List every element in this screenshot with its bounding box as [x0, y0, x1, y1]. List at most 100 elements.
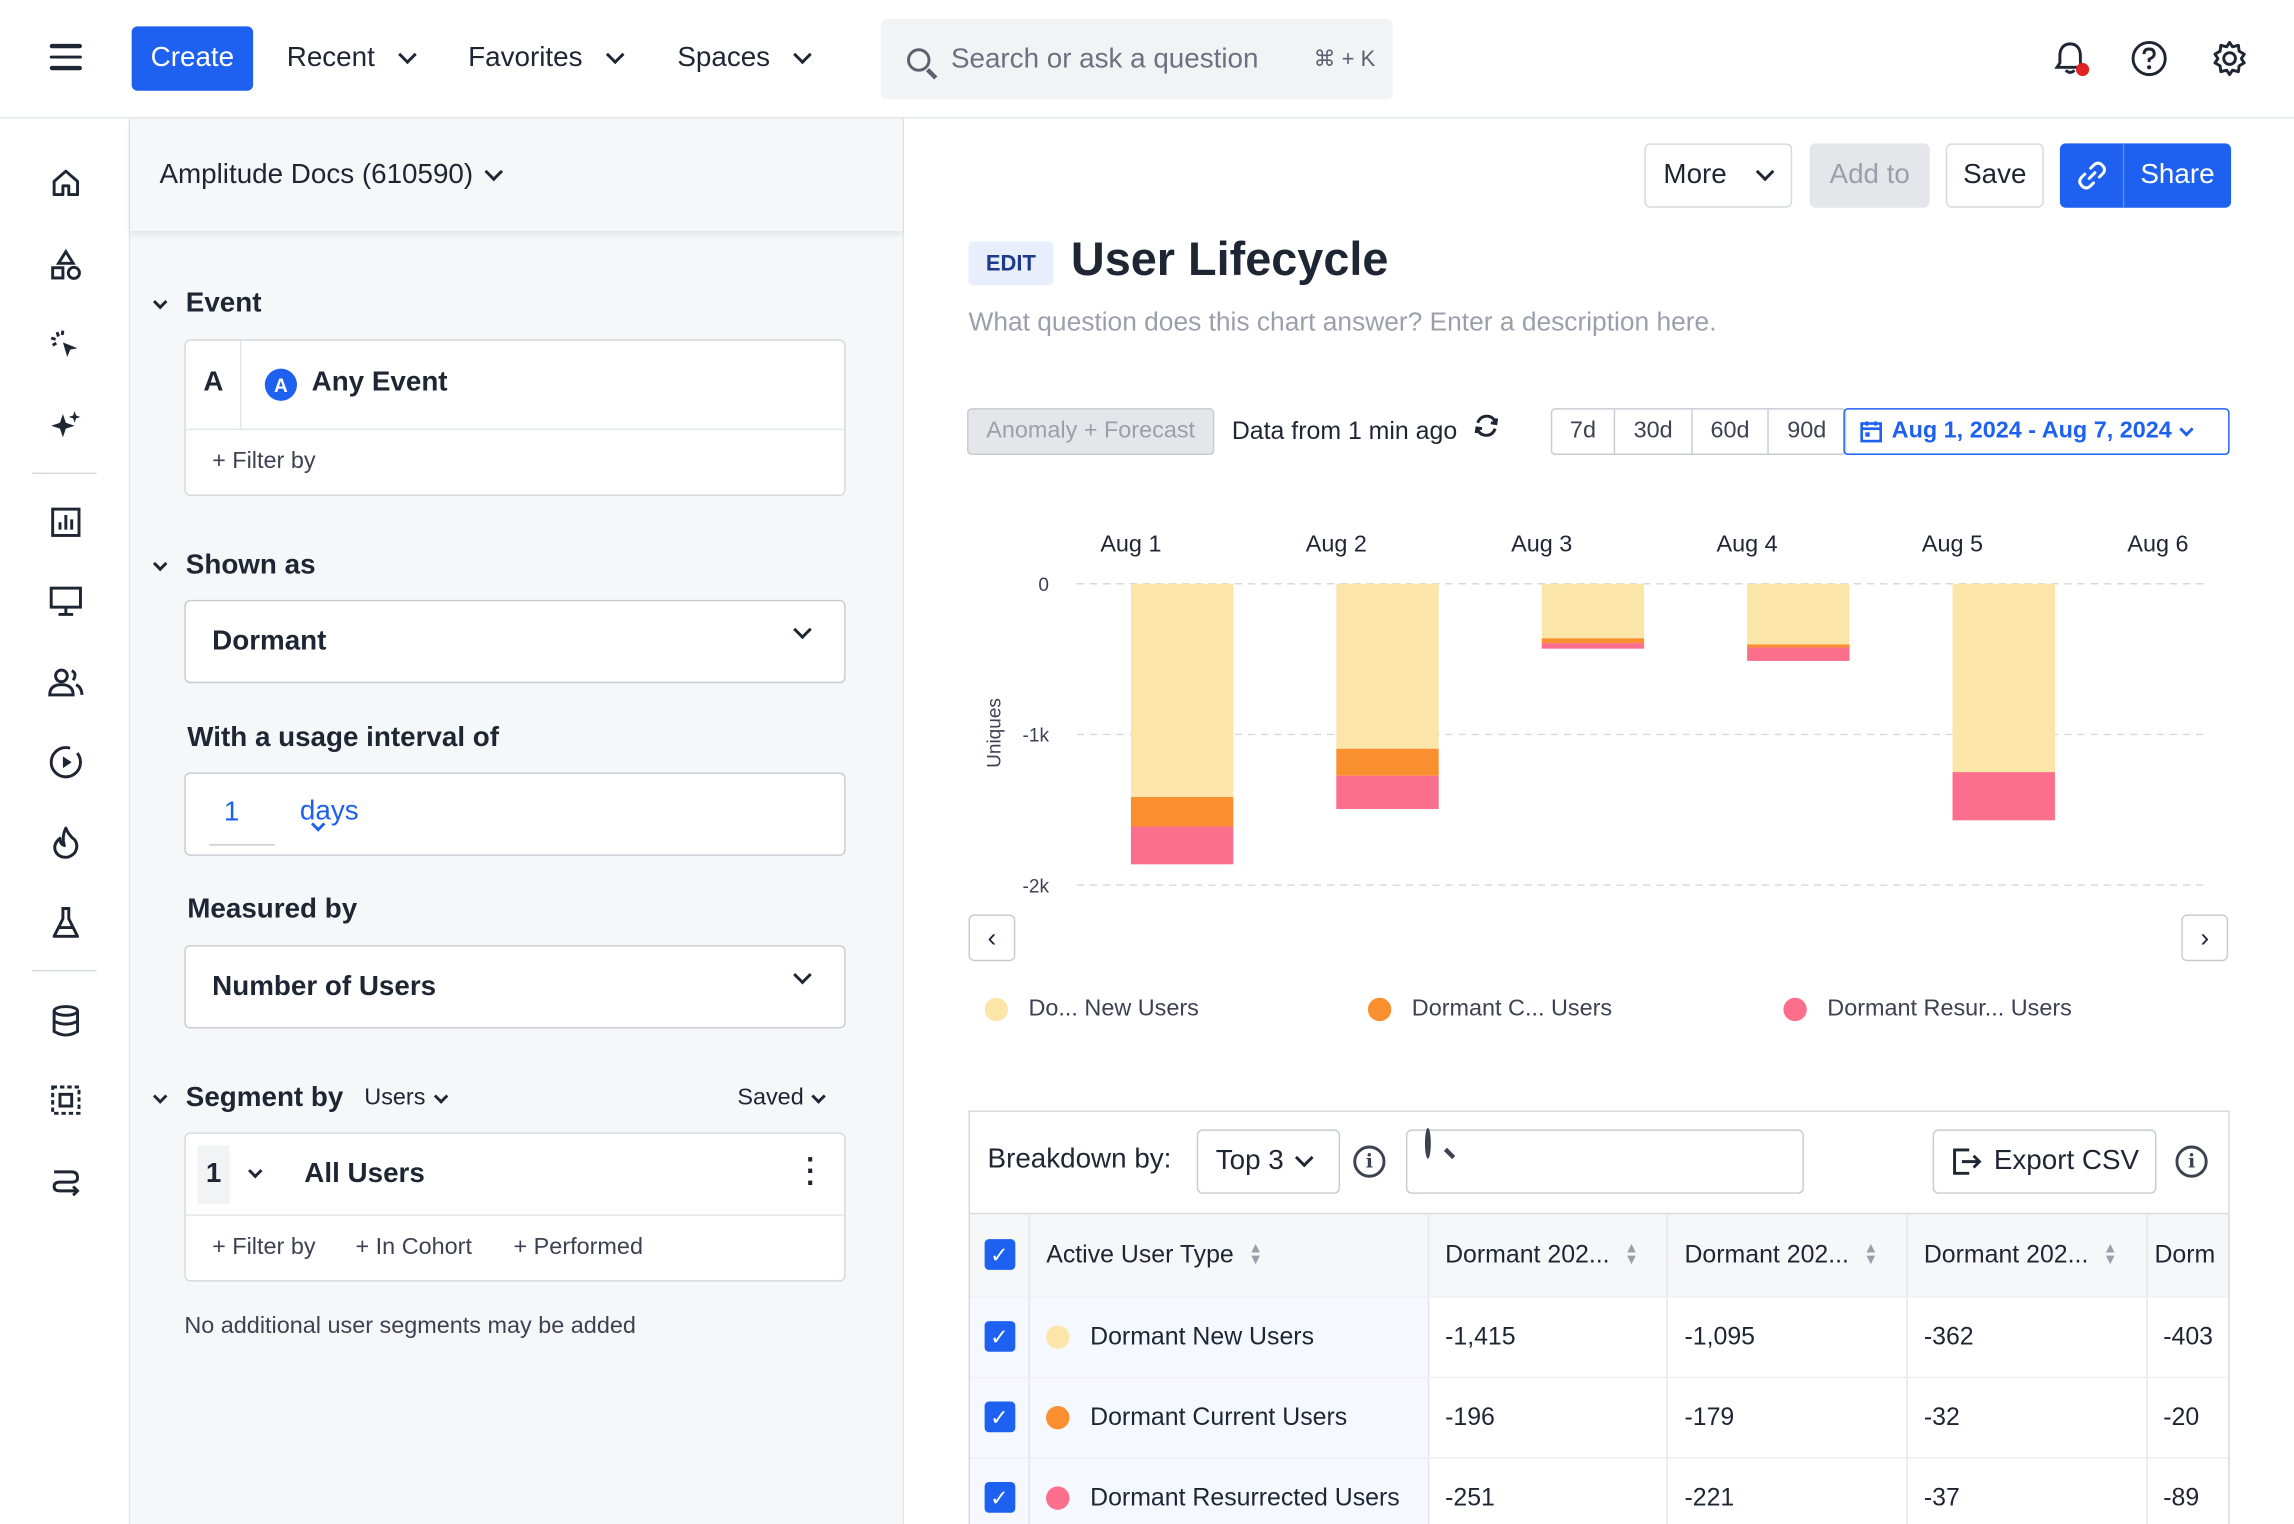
shapes-icon[interactable]	[44, 243, 88, 287]
pointer-click-icon[interactable]	[44, 323, 88, 367]
select-all-checkbox[interactable]: ✓	[969, 1214, 1031, 1297]
legend-swatch-1	[1367, 997, 1392, 1022]
segment-section-title: Segment by	[185, 1082, 344, 1114]
sparkles-icon[interactable]	[44, 404, 88, 448]
chevron-down-icon	[811, 1088, 827, 1104]
segment-type-select[interactable]: Users	[364, 1086, 449, 1112]
create-button[interactable]: Create	[131, 26, 254, 91]
column-header-active-user-type[interactable]: Active User Type ▲ ▼	[1029, 1214, 1429, 1297]
chart-title[interactable]: User Lifecycle	[1070, 232, 1389, 286]
rail-divider	[32, 472, 97, 475]
table-cell: -20	[2146, 1376, 2229, 1458]
range-90d[interactable]: 90d	[1787, 418, 1827, 444]
link-icon[interactable]	[2060, 143, 2125, 208]
anomaly-forecast-button[interactable]: Anomaly + Forecast	[967, 408, 1215, 455]
nav-recent-label: Recent	[286, 42, 375, 74]
range-60d[interactable]: 60d	[1693, 409, 1769, 454]
flame-icon[interactable]	[44, 821, 88, 865]
segment-cohort-link[interactable]: + In Cohort	[355, 1234, 472, 1260]
event-row[interactable]: A A Any Event	[185, 340, 845, 431]
row-checkbox[interactable]: ✓	[969, 1376, 1031, 1458]
usage-interval-number[interactable]: 1	[223, 797, 240, 829]
legend-item[interactable]: Dormant C... Users	[1367, 996, 1613, 1022]
more-button[interactable]: More	[1644, 143, 1793, 208]
bar-chart-icon[interactable]	[44, 500, 88, 544]
column-header-dormant-1[interactable]: Dormant 202... ▲ ▼	[1428, 1214, 1669, 1297]
row-name: Dormant Resurrected Users	[1090, 1482, 1400, 1511]
range-30d[interactable]: 30d	[1615, 409, 1693, 454]
global-search[interactable]: Search or ask a question ⌘ + K	[880, 19, 1393, 100]
edit-badge[interactable]: EDIT	[968, 241, 1054, 286]
database-icon[interactable]	[44, 999, 88, 1043]
project-selector[interactable]: Amplitude Docs (610590)	[130, 118, 903, 233]
bell-icon[interactable]	[2050, 38, 2091, 79]
column-header-dormant-2[interactable]: Dormant 202... ▲ ▼	[1667, 1214, 1908, 1297]
gear-icon[interactable]	[2209, 38, 2250, 79]
event-filter-link[interactable]: + Filter by	[212, 449, 316, 475]
bar-1	[1541, 638, 1645, 644]
row-name: Dormant New Users	[1090, 1321, 1315, 1350]
table-cell: -1,415	[1428, 1296, 1669, 1378]
breakdown-panel: Breakdown by: Top 3 i Export CSV i ✓ Act…	[968, 1110, 2230, 1524]
measured-by-label: Measured by	[187, 893, 358, 925]
help-icon[interactable]	[2129, 38, 2170, 79]
segment-filter-link[interactable]: + Filter by	[212, 1234, 316, 1260]
date-range-picker[interactable]: Aug 1, 2024 - Aug 7, 2024	[1843, 408, 2230, 455]
chevron-down-icon	[1756, 162, 1775, 182]
table-row: ✓ Dormant New Users -1,415 -1,095 -362 -…	[969, 1296, 2229, 1378]
sort-icon: ▲ ▼	[1248, 1241, 1263, 1269]
shown-as-toggle[interactable]: Shown as	[152, 550, 316, 582]
workflow-icon[interactable]	[44, 1159, 88, 1203]
chevron-down-icon[interactable]	[248, 1163, 263, 1179]
table-cell: -1,095	[1667, 1296, 1908, 1378]
info-icon[interactable]: i	[1353, 1145, 1386, 1178]
more-vertical-icon[interactable]: · · ·	[806, 1144, 816, 1200]
measured-by-select[interactable]: Number of Users	[184, 945, 846, 1029]
saved-segments-select[interactable]: Saved	[737, 1086, 827, 1112]
legend-item[interactable]: Do... New Users	[984, 996, 1199, 1022]
chart-prev-button[interactable]: ‹	[968, 914, 1016, 962]
segment-performed-link[interactable]: + Performed	[513, 1234, 643, 1260]
event-section-toggle[interactable]: Event	[152, 288, 262, 320]
breakdown-top-select[interactable]: Top 3	[1196, 1129, 1341, 1194]
x-tick-label: Aug 2	[1306, 531, 1367, 557]
left-rail	[0, 118, 131, 1524]
nav-recent[interactable]: Recent	[286, 26, 418, 90]
selection-icon[interactable]	[44, 1078, 88, 1122]
range-7d[interactable]: 7d	[1552, 409, 1616, 454]
home-icon[interactable]	[44, 161, 88, 205]
row-color-dot	[1046, 1325, 1070, 1349]
event-name: Any Event	[311, 367, 448, 398]
legend-item[interactable]: Dormant Resur... Users	[1783, 996, 2072, 1022]
play-circle-icon[interactable]	[44, 740, 88, 784]
chart-next-button[interactable]: ›	[2181, 914, 2229, 962]
nav-favorites[interactable]: Favorites	[468, 26, 625, 90]
segment-section-toggle[interactable]: Segment by	[152, 1082, 344, 1115]
chart-area: More Add to Save Share EDIT User Lifecyc…	[904, 118, 2294, 1524]
nav-spaces[interactable]: Spaces	[677, 26, 813, 90]
menu-icon[interactable]	[49, 43, 82, 70]
info-icon[interactable]: i	[2175, 1145, 2208, 1178]
flask-icon[interactable]	[44, 901, 88, 945]
column-header-dormant-3[interactable]: Dormant 202... ▲ ▼	[1907, 1214, 2148, 1297]
column-label: Dormant 202...	[1684, 1240, 1849, 1269]
refresh-icon[interactable]	[1472, 411, 1501, 449]
row-checkbox[interactable]: ✓	[969, 1296, 1031, 1378]
share-button[interactable]: Share	[2059, 143, 2232, 208]
export-csv-button[interactable]: Export CSV	[1932, 1129, 2157, 1194]
add-to-button[interactable]: Add to	[1809, 143, 1930, 208]
segment-row[interactable]: 1 All Users · · ·	[185, 1134, 845, 1216]
chart-description[interactable]: What question does this chart answer? En…	[968, 307, 1717, 337]
nav-spaces-label: Spaces	[677, 42, 771, 74]
save-button[interactable]: Save	[1945, 143, 2044, 208]
users-icon[interactable]	[44, 660, 88, 704]
usage-interval-unit[interactable]: days	[300, 796, 359, 832]
usage-interval-label: With a usage interval of	[187, 722, 500, 754]
row-checkbox[interactable]: ✓	[969, 1457, 1031, 1524]
column-header-dormant-4[interactable]: Dorm	[2146, 1214, 2229, 1297]
monitor-icon[interactable]	[44, 579, 88, 623]
breakdown-search-input[interactable]	[1405, 1127, 1804, 1194]
legend-swatch-0	[984, 997, 1009, 1022]
legend-label: Dormant C... Users	[1411, 996, 1613, 1022]
shown-as-select[interactable]: Dormant	[184, 599, 846, 684]
